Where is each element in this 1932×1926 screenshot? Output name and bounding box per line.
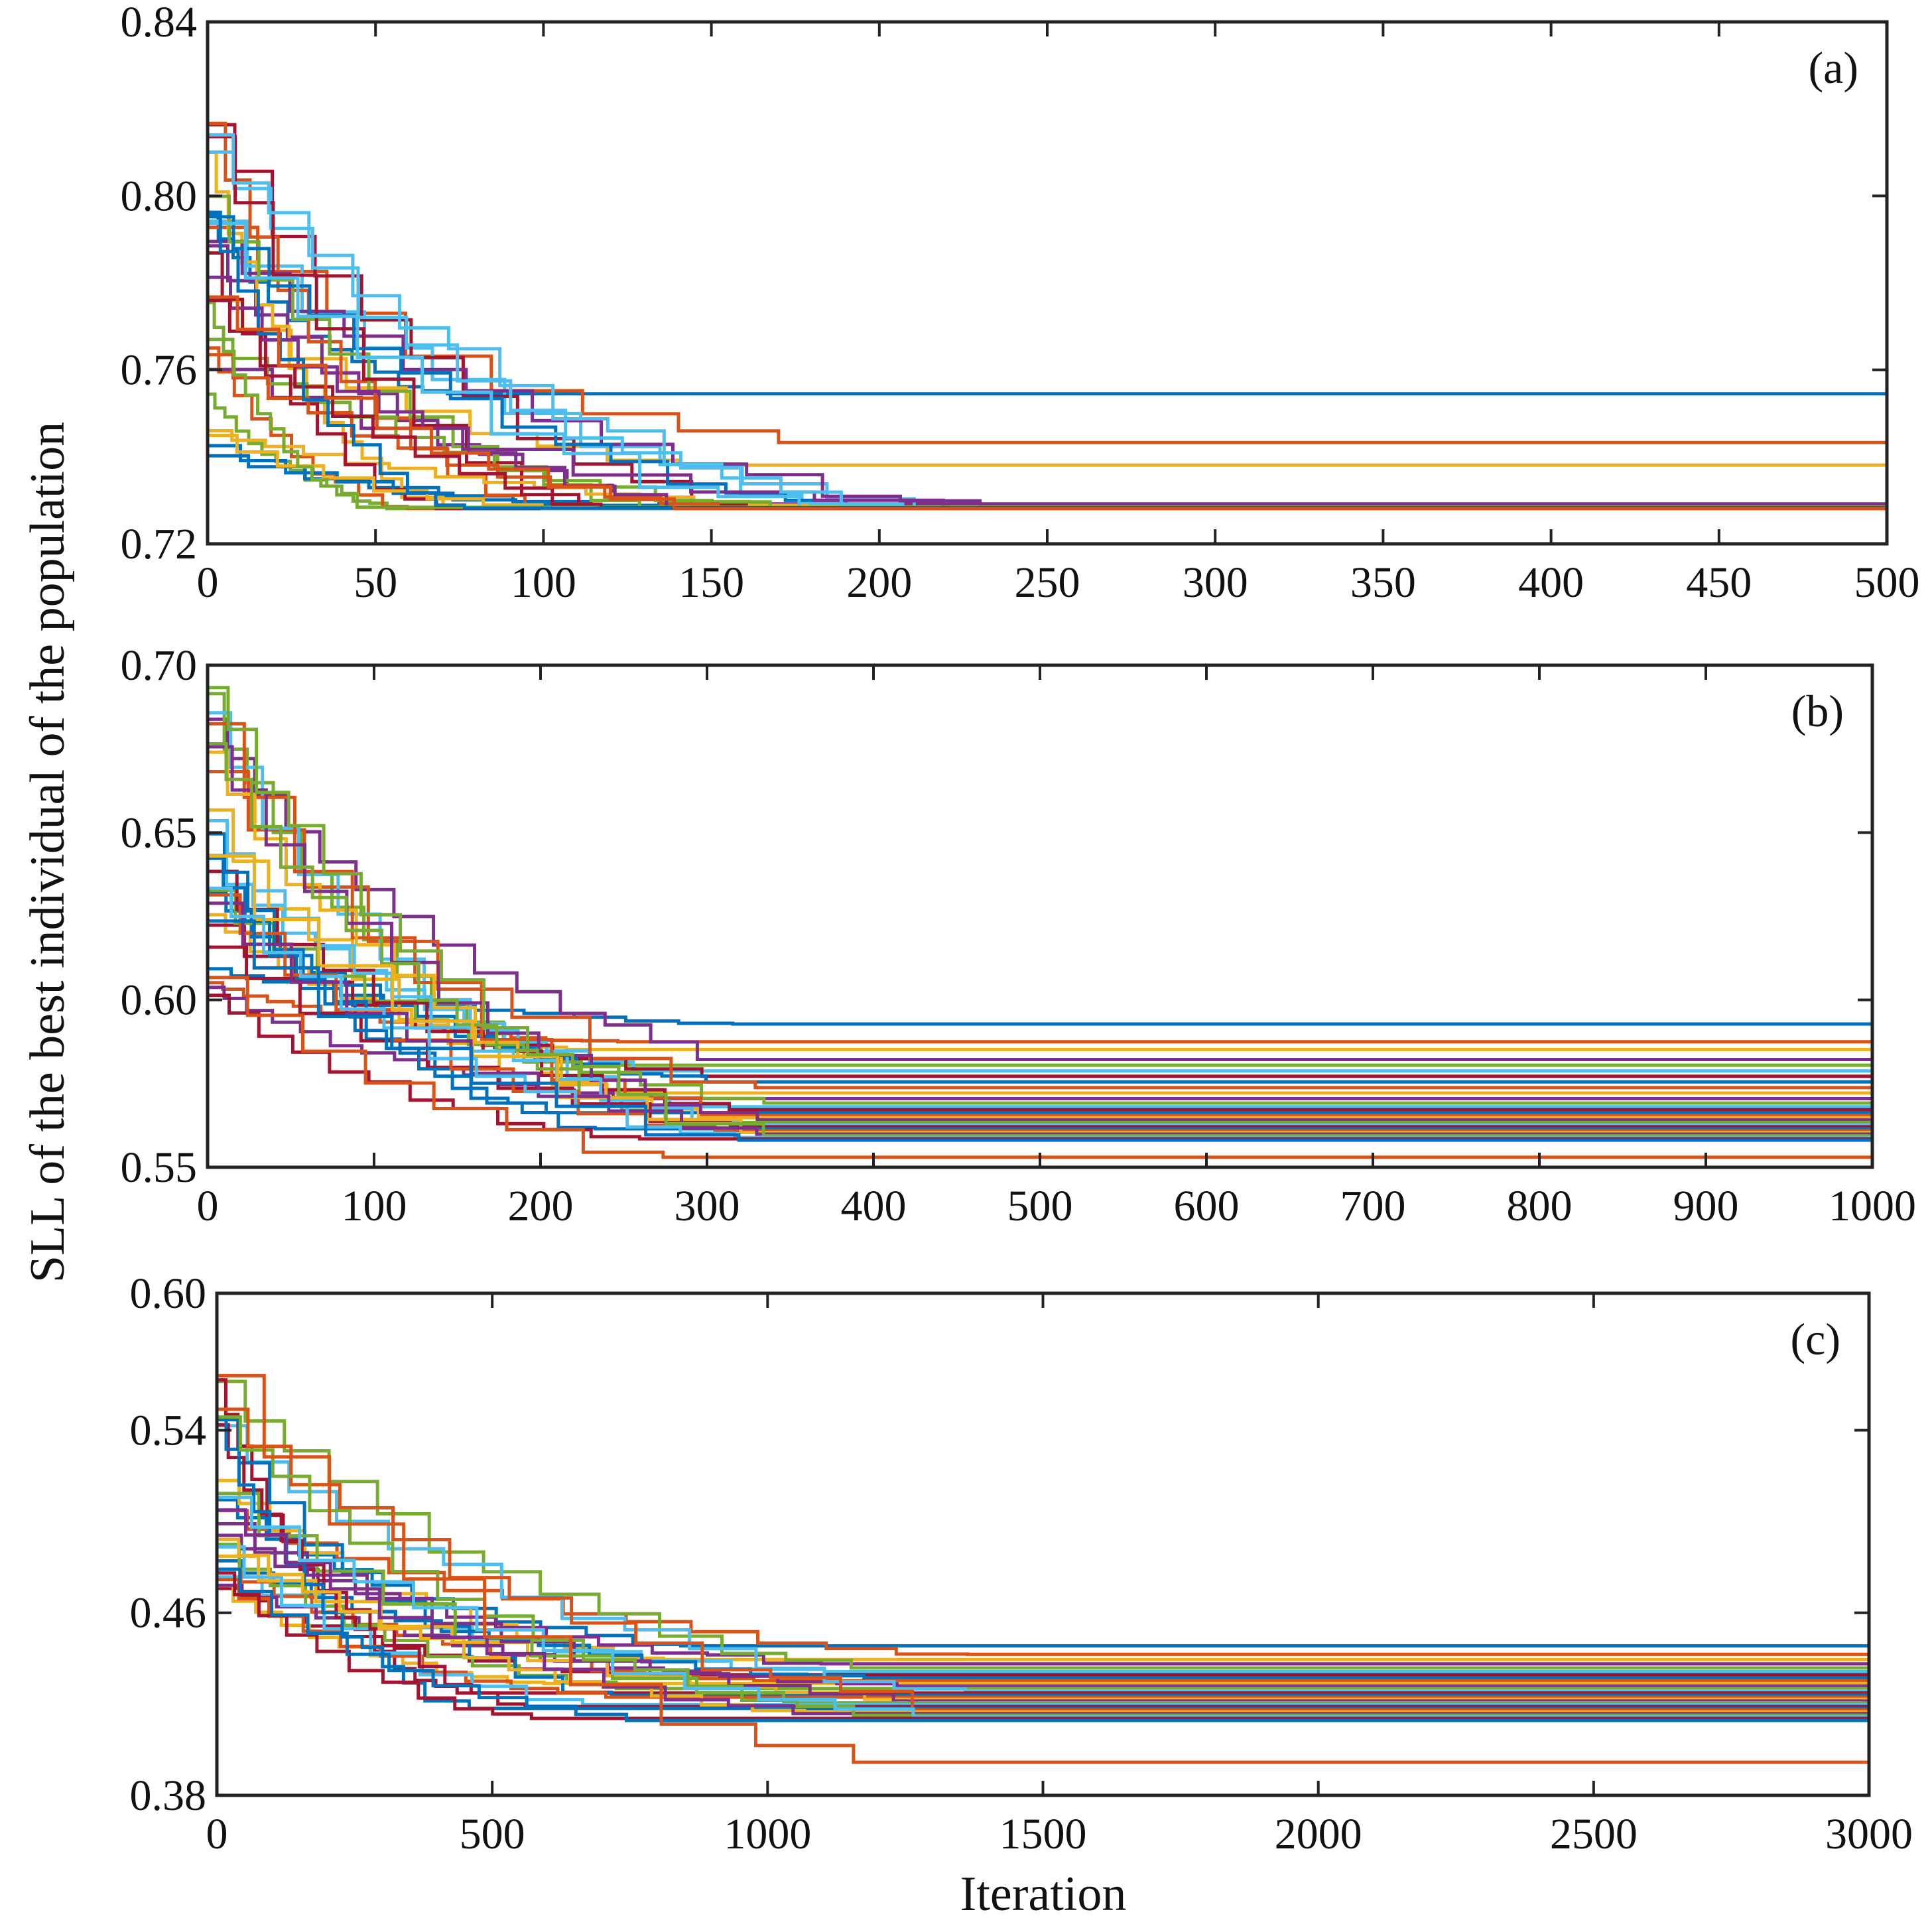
- x-tick-label: 400: [841, 1182, 907, 1230]
- x-tick-label: 800: [1507, 1182, 1573, 1230]
- series-line-run-14: [208, 135, 1887, 510]
- x-tick-label: 600: [1174, 1182, 1240, 1230]
- series-line-run-4: [208, 717, 1872, 1061]
- series-line-run-21: [217, 1423, 1869, 1708]
- series-line-run-28: [208, 298, 1887, 510]
- series-line-run-7: [208, 123, 1887, 510]
- series-line-run-30: [217, 1374, 1869, 1764]
- x-tick-label: 0: [197, 558, 219, 607]
- x-tick-label: 1000: [1829, 1182, 1916, 1230]
- series-line-run-25: [208, 275, 1887, 510]
- y-tick-label: 0.80: [121, 172, 198, 220]
- series-line-run-24: [217, 1537, 1869, 1714]
- series-line-run-23: [208, 353, 1887, 510]
- x-tick-label: 350: [1350, 558, 1416, 607]
- series-line-run-3: [208, 298, 1887, 467]
- series-line-run-17: [208, 750, 1872, 1120]
- series-line-run-23: [217, 1407, 1869, 1712]
- x-tick-label: 0: [197, 1182, 219, 1230]
- series-line-run-22: [208, 856, 1872, 1131]
- series-line-run-9: [208, 121, 1887, 510]
- x-tick-label: 100: [342, 1182, 407, 1230]
- series-line-run-28: [208, 994, 1872, 1141]
- y-tick-label: 0.38: [130, 1771, 207, 1820]
- series-line-run-29: [217, 1567, 1869, 1722]
- series-line-run-18: [208, 745, 1872, 1122]
- series-line-run-27: [217, 1496, 1869, 1719]
- series-line-run-16: [208, 346, 1887, 510]
- series-line-run-20: [208, 222, 1887, 510]
- series-line-run-30: [208, 976, 1872, 1159]
- y-tick-label: 0.60: [121, 976, 198, 1025]
- series-line-run-20: [208, 818, 1872, 1127]
- series-line-run-5: [208, 392, 1887, 511]
- series-line-run-13: [217, 1424, 1869, 1693]
- y-tick-label: 0.70: [121, 641, 198, 690]
- x-tick-label: 500: [460, 1810, 525, 1858]
- x-tick-label: 2500: [1550, 1810, 1638, 1858]
- y-tick-label: 0.54: [130, 1406, 207, 1454]
- x-tick-label: 150: [678, 558, 744, 607]
- panel-label: (b): [1791, 686, 1844, 736]
- y-tick-label: 0.55: [121, 1143, 198, 1192]
- series-line-run-24: [208, 854, 1872, 1134]
- x-tick-label: 500: [1007, 1182, 1073, 1230]
- series-line-run-16: [217, 1578, 1869, 1699]
- series-line-run-6: [208, 854, 1872, 1073]
- x-tick-label: 250: [1015, 558, 1080, 607]
- series-line-run-26: [217, 1415, 1869, 1717]
- x-tick-label: 700: [1340, 1182, 1406, 1230]
- y-tick-label: 0.72: [121, 520, 198, 568]
- y-axis-label: SLL of the best individual of the popula…: [21, 422, 75, 1283]
- x-tick-label: 50: [354, 558, 397, 607]
- series-line-run-29: [208, 210, 1887, 510]
- x-tick-label: 1000: [724, 1810, 811, 1858]
- series-line-run-26: [208, 686, 1872, 1138]
- series-line-run-28: [217, 1571, 1869, 1720]
- series-line-run-15: [208, 832, 1872, 1115]
- series-line-run-5: [217, 1380, 1869, 1670]
- series-line-run-29: [208, 919, 1872, 1142]
- series-line-run-25: [217, 1508, 1869, 1716]
- panels: 0 50 100 150 200 250 300 350 400 450 500 0.72 0.76 0.…: [121, 0, 1920, 1858]
- x-tick-label: 200: [846, 558, 912, 607]
- x-tick-label: 450: [1686, 558, 1752, 607]
- series-line-run-1: [208, 212, 1887, 396]
- x-tick-label: 400: [1518, 558, 1584, 607]
- x-tick-label: 300: [675, 1182, 740, 1230]
- x-tick-label: 200: [508, 1182, 574, 1230]
- series-line-run-21: [208, 251, 1887, 511]
- panel-c: 0 500 1000 1500 2000 2500 3000 0.38 0.46 0.54 0.60…: [130, 1269, 1913, 1858]
- x-axis-label: Iteration: [960, 1867, 1127, 1921]
- y-tick-label: 0.65: [121, 808, 198, 857]
- x-tick-label: 1500: [999, 1810, 1087, 1858]
- series-line-run-22: [217, 1416, 1869, 1710]
- y-tick-label: 0.60: [130, 1269, 207, 1318]
- x-tick-label: 300: [1183, 558, 1248, 607]
- series-line-run-30: [208, 295, 1887, 511]
- x-tick-label: 0: [206, 1810, 228, 1858]
- panel-label: (c): [1791, 1314, 1840, 1364]
- x-tick-label: 900: [1673, 1182, 1739, 1230]
- series-line-run-27: [208, 133, 1887, 511]
- y-tick-label: 0.46: [130, 1589, 207, 1637]
- panel-label: (a): [1809, 42, 1858, 93]
- x-tick-label: 500: [1854, 558, 1920, 607]
- series-line-run-12: [208, 194, 1887, 511]
- series-line-run-24: [208, 434, 1887, 511]
- x-tick-label: 2000: [1275, 1810, 1362, 1858]
- series-line-run-18: [208, 367, 1887, 511]
- panel-a: 0 50 100 150 200 250 300 350 400 450 500 0.72 0.76 0.…: [121, 0, 1920, 607]
- series-line-run-27: [208, 886, 1872, 1139]
- y-tick-label: 0.84: [121, 0, 198, 46]
- x-tick-label: 100: [511, 558, 576, 607]
- x-tick-label: 3000: [1825, 1810, 1913, 1858]
- series-line-run-17: [208, 428, 1887, 509]
- panel-b: 0 100 200 300 400 500 600 700 800 900 1000 0.55 0.60…: [121, 641, 1917, 1230]
- y-tick-label: 0.76: [121, 346, 198, 395]
- series-line-run-26: [208, 300, 1887, 509]
- series-line-run-16: [208, 722, 1872, 1118]
